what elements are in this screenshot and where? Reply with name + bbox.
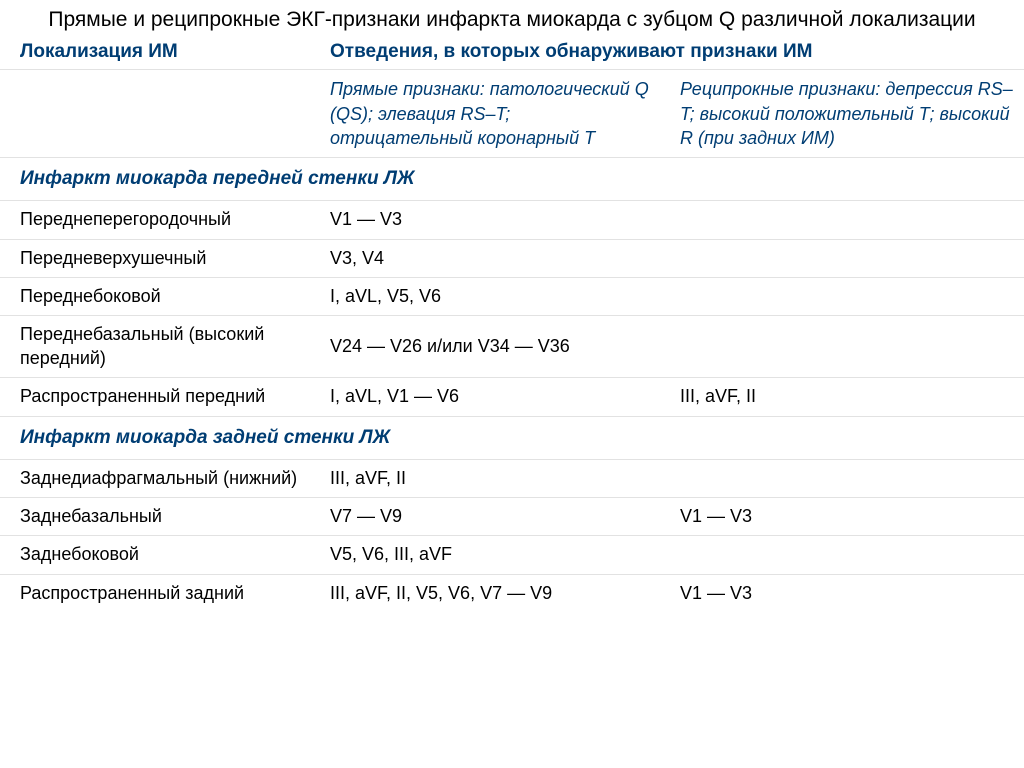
cell-direct: I, aVL, V1 — V6 [310, 378, 660, 416]
cell-recip [660, 316, 1024, 378]
cell-direct: V7 — V9 [310, 497, 660, 535]
table-row: Переднебоковой I, aVL, V5, V6 [0, 277, 1024, 315]
section-anterior: Инфаркт миокарда передней стенки ЛЖ [0, 158, 1024, 201]
section-posterior: Инфаркт миокарда задней стенки ЛЖ [0, 416, 1024, 459]
cell-loc: Переднебазальный (высокий передний) [0, 316, 310, 378]
cell-loc: Распространенный задний [0, 574, 310, 612]
table-row: Переднебазальный (высокий передний) V24 … [0, 316, 1024, 378]
cell-loc: Переднебоковой [0, 277, 310, 315]
ecg-table: Локализация ИМ Отведения, в которых обна… [0, 37, 1024, 612]
header-leads: Отведения, в которых обнаруживают призна… [310, 37, 1024, 70]
cell-direct: V5, V6, III, aVF [310, 536, 660, 574]
cell-recip [660, 239, 1024, 277]
cell-recip: III, aVF, II [660, 378, 1024, 416]
subheader-row: Прямые признаки: патологический Q (QS); … [0, 70, 1024, 158]
subheader-direct: Прямые признаки: патологический Q (QS); … [310, 70, 660, 158]
cell-loc: Переднеперегородочный [0, 201, 310, 239]
section-posterior-label: Инфаркт миокарда задней стенки ЛЖ [0, 416, 1024, 459]
section-anterior-label: Инфаркт миокарда передней стенки ЛЖ [0, 158, 1024, 201]
page-title: Прямые и реципрокные ЭКГ-признаки инфарк… [0, 0, 1024, 37]
table-row: Распространенный передний I, aVL, V1 — V… [0, 378, 1024, 416]
cell-recip: V1 — V3 [660, 497, 1024, 535]
table-row: Заднебазальный V7 — V9 V1 — V3 [0, 497, 1024, 535]
table-header-row: Локализация ИМ Отведения, в которых обна… [0, 37, 1024, 70]
cell-loc: Заднебазальный [0, 497, 310, 535]
cell-recip: V1 — V3 [660, 574, 1024, 612]
subheader-reciprocal: Реципрокные признаки: депрессия RS–T; вы… [660, 70, 1024, 158]
table-row: Передневерхушечный V3, V4 [0, 239, 1024, 277]
cell-direct: III, aVF, II [310, 459, 660, 497]
cell-recip [660, 201, 1024, 239]
cell-direct: V3, V4 [310, 239, 660, 277]
header-localization: Локализация ИМ [0, 37, 310, 70]
cell-loc: Заднебоковой [0, 536, 310, 574]
cell-recip [660, 536, 1024, 574]
cell-recip [660, 277, 1024, 315]
table-row: Распространенный задний III, aVF, II, V5… [0, 574, 1024, 612]
cell-recip [660, 459, 1024, 497]
cell-direct: V24 — V26 и/или V34 — V36 [310, 316, 660, 378]
table-row: Заднедиафрагмальный (нижний) III, aVF, I… [0, 459, 1024, 497]
table-row: Заднебоковой V5, V6, III, aVF [0, 536, 1024, 574]
cell-loc: Распространенный передний [0, 378, 310, 416]
cell-loc: Заднедиафрагмальный (нижний) [0, 459, 310, 497]
cell-direct: I, aVL, V5, V6 [310, 277, 660, 315]
cell-loc: Передневерхушечный [0, 239, 310, 277]
table-row: Переднеперегородочный V1 — V3 [0, 201, 1024, 239]
cell-direct: III, aVF, II, V5, V6, V7 — V9 [310, 574, 660, 612]
cell-direct: V1 — V3 [310, 201, 660, 239]
